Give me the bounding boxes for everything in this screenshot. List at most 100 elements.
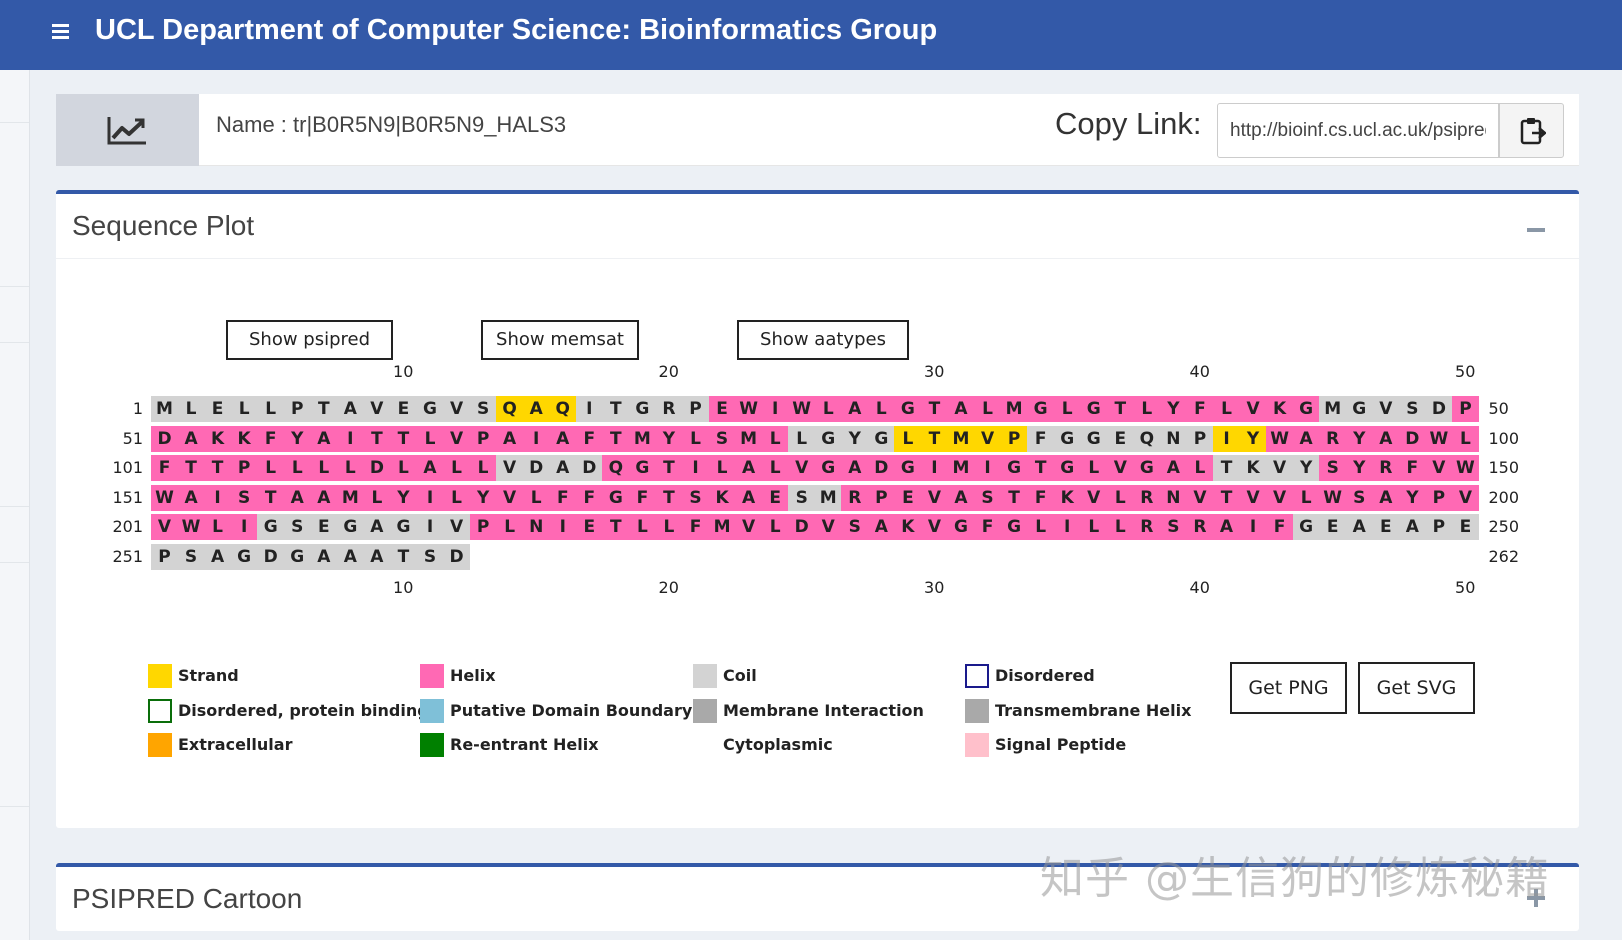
- residue-cell: I: [575, 396, 603, 422]
- residue-cell: R: [655, 396, 683, 422]
- legend-swatch: [420, 699, 444, 723]
- legend-label: Extracellular: [178, 735, 293, 754]
- residue-cell: L: [974, 396, 1002, 422]
- residue-cell: A: [283, 484, 311, 511]
- residue-cell: E: [894, 484, 922, 511]
- residue-cell: E: [1319, 514, 1347, 541]
- residue-cell: V: [1266, 484, 1294, 511]
- residue-cell: Y: [1159, 396, 1187, 422]
- residue-cell: A: [1372, 425, 1400, 452]
- residue-cell: G: [416, 396, 444, 422]
- residue-cell: D: [1398, 425, 1426, 452]
- residue-cell: M: [947, 425, 975, 452]
- residue-cell: L: [814, 396, 842, 422]
- legend-swatch: [420, 664, 444, 688]
- row-start-index: 201: [112, 517, 143, 537]
- ruler-tick: 20: [658, 362, 679, 381]
- residue-cell: V: [496, 484, 524, 511]
- row-start-index: 151: [112, 487, 143, 507]
- residue-cell: Y: [1292, 455, 1320, 482]
- chart-icon-cell: [56, 94, 199, 166]
- residue-cell: D: [363, 455, 391, 482]
- residue-cell: G: [1000, 514, 1028, 541]
- residue-cell: E: [1372, 514, 1400, 541]
- residue-cell: K: [1239, 455, 1267, 482]
- residue-cell: G: [1133, 455, 1161, 482]
- residue-cell: L: [708, 455, 736, 482]
- residue-cell: F: [1027, 484, 1055, 511]
- residue-cell: A: [549, 425, 577, 452]
- residue-cell: Y: [1239, 425, 1267, 452]
- residue-cell: A: [177, 425, 205, 452]
- legend-swatch: [148, 699, 172, 723]
- residue-cell: A: [336, 396, 364, 422]
- ruler-tick: 10: [393, 362, 414, 381]
- show-aatypes-button[interactable]: Show aatypes: [737, 320, 909, 360]
- residue-cell: I: [974, 455, 1002, 482]
- residue-cell: D: [1425, 396, 1453, 422]
- residue-cell: G: [867, 425, 895, 452]
- residue-cell: L: [336, 455, 364, 482]
- residue-cell: V: [1266, 455, 1294, 482]
- get-svg-button[interactable]: Get SVG: [1358, 662, 1475, 714]
- residue-cell: A: [1292, 425, 1320, 452]
- residue-cell: P: [867, 484, 895, 511]
- residue-cell: A: [204, 544, 232, 570]
- residue-cell: L: [443, 484, 471, 511]
- residue-cell: A: [735, 484, 763, 511]
- residue-cell: W: [1266, 425, 1294, 452]
- residue-cell: I: [336, 425, 364, 452]
- residue-cell: V: [443, 425, 471, 452]
- site-title[interactable]: UCL Department of Computer Science: Bioi…: [95, 14, 938, 46]
- residue-cell: K: [230, 425, 258, 452]
- residue-cell: S: [230, 484, 258, 511]
- residue-cell: M: [735, 425, 763, 452]
- residue-cell: V: [788, 455, 816, 482]
- residue-cell: L: [257, 455, 285, 482]
- legend-label: Signal Peptide: [995, 735, 1127, 754]
- residue-cell: F: [1398, 455, 1426, 482]
- residue-cell: G: [1345, 396, 1373, 422]
- residue-cell: V: [1080, 484, 1108, 511]
- copy-link-button[interactable]: [1499, 103, 1564, 158]
- residue-cell: L: [1080, 455, 1108, 482]
- residue-cell: T: [1027, 455, 1055, 482]
- residue-cell: L: [469, 455, 497, 482]
- sequence-plot-panel: Sequence Plot Show psipred Show memsat S…: [56, 190, 1579, 828]
- residue-cell: K: [894, 514, 922, 541]
- row-end-index: 200: [1488, 487, 1520, 507]
- residue-cell: V: [363, 396, 391, 422]
- hamburger-icon[interactable]: [52, 22, 72, 42]
- residue-cell: S: [1159, 514, 1187, 541]
- residue-cell: K: [1053, 484, 1081, 511]
- residue-cell: L: [788, 425, 816, 452]
- copy-link-input[interactable]: [1217, 103, 1499, 158]
- residue-cell: A: [841, 396, 869, 422]
- legend-label: Transmembrane Helix: [995, 701, 1192, 720]
- show-psipred-button[interactable]: Show psipred: [226, 320, 393, 360]
- collapse-icon[interactable]: [1527, 228, 1545, 232]
- residue-cell: N: [522, 514, 550, 541]
- residue-cell: M: [1319, 396, 1347, 422]
- residue-cell: R: [1133, 484, 1161, 511]
- residue-cell: Y: [469, 484, 497, 511]
- show-memsat-button[interactable]: Show memsat: [481, 320, 639, 360]
- residue-cell: L: [1053, 396, 1081, 422]
- residue-cell: R: [1186, 514, 1214, 541]
- residue-cell: G: [814, 425, 842, 452]
- residue-cell: K: [708, 484, 736, 511]
- residue-cell: E: [761, 484, 789, 511]
- residue-cell: P: [1186, 425, 1214, 452]
- residue-cell: M: [947, 455, 975, 482]
- expand-icon[interactable]: [1527, 889, 1545, 907]
- residue-cell: S: [708, 425, 736, 452]
- residue-cell: A: [549, 455, 577, 482]
- residue-cell: D: [867, 455, 895, 482]
- residue-cell: D: [522, 455, 550, 482]
- get-png-button[interactable]: Get PNG: [1230, 662, 1347, 714]
- residue-cell: D: [443, 544, 471, 570]
- legend-label: Coil: [723, 666, 757, 685]
- residue-cell: L: [1451, 425, 1479, 452]
- residue-cell: I: [1213, 425, 1240, 452]
- legend-swatch: [148, 733, 172, 757]
